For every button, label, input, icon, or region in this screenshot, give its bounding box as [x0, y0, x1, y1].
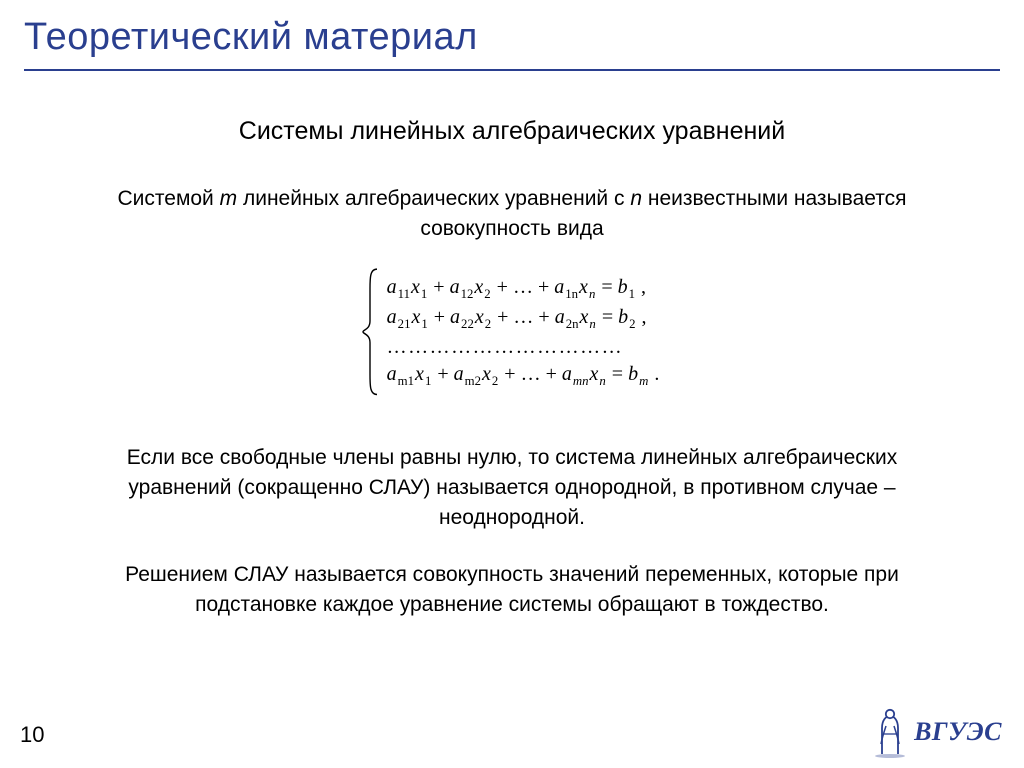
- page-number: 10: [20, 722, 44, 748]
- equation-dots: ……………………………: [387, 334, 660, 360]
- def-n: n: [630, 187, 642, 210]
- left-brace: [361, 267, 381, 397]
- equation-system: a11x1 + a12x2 + … + a1nxn = b1 , a21x1 +…: [24, 267, 1000, 397]
- homogeneous-note: Если все свободные члены равны нулю, то …: [77, 443, 947, 534]
- institution-logo: ВГУЭС: [872, 706, 1002, 758]
- page-title: Теоретический материал: [24, 16, 1000, 71]
- equation-row-2: a21x1 + a22x2 + … + a2nxn = b2 ,: [387, 303, 660, 334]
- logo-figure-icon: [872, 706, 908, 758]
- equation-row-m: am1x1 + am2x2 + … + amnxn = bm .: [387, 360, 660, 391]
- subtitle: Системы линейных алгебраических уравнени…: [24, 117, 1000, 146]
- definition-text: Системой m линейных алгебраических уравн…: [77, 184, 947, 245]
- logo-text: ВГУЭС: [914, 717, 1002, 747]
- solution-definition: Решением СЛАУ называется совокупность зн…: [77, 560, 947, 621]
- def-pre: Системой: [117, 187, 219, 210]
- def-mid: линейных алгебраических уравнений с: [237, 187, 630, 210]
- equation-row-1: a11x1 + a12x2 + … + a1nxn = b1 ,: [387, 273, 660, 304]
- def-m: m: [220, 187, 238, 210]
